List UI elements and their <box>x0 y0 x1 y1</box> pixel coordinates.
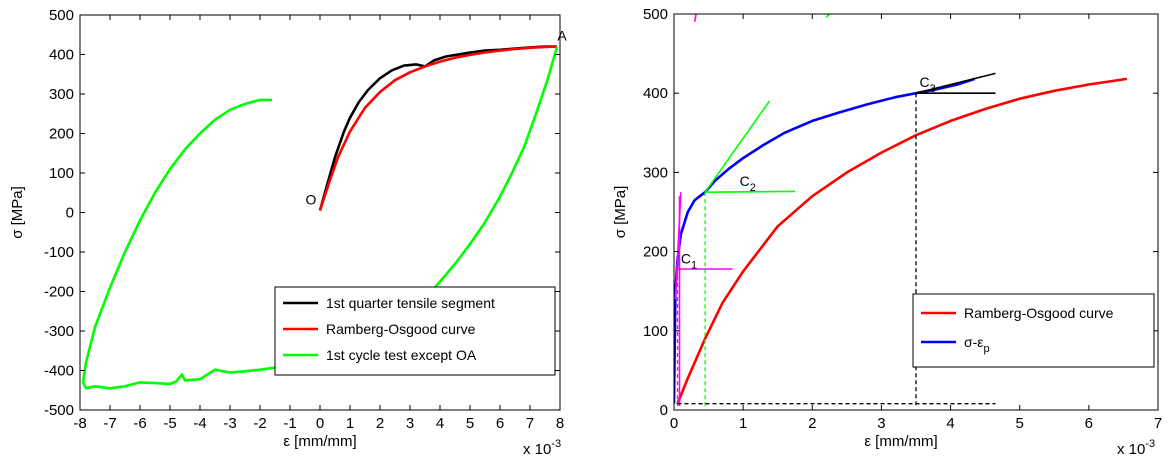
y-axis-label: σ [MPa] <box>612 186 629 239</box>
legend-box <box>274 286 556 376</box>
x-tick-label: -5 <box>163 415 176 432</box>
x-tick-label: 4 <box>436 415 444 432</box>
x-tick-label: 8 <box>556 415 564 432</box>
plot-area <box>81 45 559 390</box>
point-a-label: A <box>557 28 567 44</box>
series-line-0-0 <box>318 45 557 211</box>
series-line-2-3 <box>693 14 697 23</box>
y-tick-label: -500 <box>44 402 74 419</box>
legend: 1st quarter tensile segment Ramberg-Osgoo… <box>274 286 556 376</box>
x-tick-label: 3 <box>406 415 414 432</box>
x-scale-factor: x 10-3 <box>1117 438 1155 458</box>
x-tick-label: 0 <box>316 415 324 432</box>
axes-box <box>673 13 1159 411</box>
y-tick-label: 0 <box>66 205 74 222</box>
x-tick-label: 1 <box>739 415 747 432</box>
x-tick-label: -2 <box>253 415 266 432</box>
legend-label-0: Ramberg-Osgood curve <box>964 305 1114 321</box>
left-chart: -8 -7 -6 -5 -4 -3 -2 -1 0 1 2 3 4 5 6 7 8 -500 -400 -300 -20… <box>9 7 567 458</box>
y-tick-label: -200 <box>44 284 74 301</box>
series-line-1-0 <box>674 77 976 404</box>
x-axis-label: ε [mm/mm] <box>864 433 937 450</box>
legend: Ramberg-Osgood curve σ-εp <box>912 293 1155 368</box>
x-tick-label: -8 <box>73 415 86 432</box>
x-tick-label: 7 <box>1154 415 1162 432</box>
y-tick-label: 100 <box>643 323 668 340</box>
y-tick-label: 300 <box>49 86 74 103</box>
series-line-3-2 <box>825 14 831 18</box>
x-tick-label: 3 <box>877 415 885 432</box>
x-tick-label: 5 <box>466 415 474 432</box>
x-tick-label: -6 <box>133 415 146 432</box>
legend-label-2: 1st cycle test except OA <box>326 347 477 363</box>
right-chart: 0 1 2 3 4 5 6 7 0 100 200 300 400 500 ε [mm/mm] σ [MPa]… <box>612 6 1162 458</box>
y-tick-label: 300 <box>643 164 668 181</box>
x-tick-label: 2 <box>808 415 816 432</box>
x-tick-label: 5 <box>1016 415 1024 432</box>
legend-box <box>912 293 1155 368</box>
x-tick-label: 2 <box>376 415 384 432</box>
y-axis-label: σ [MPa] <box>9 186 26 239</box>
series-line-3-1 <box>705 190 796 193</box>
x-tick-label: -4 <box>193 415 206 432</box>
x-tick-label: 7 <box>526 415 534 432</box>
x-tick-label: 1 <box>346 415 354 432</box>
x-tick-label: 6 <box>496 415 504 432</box>
legend-label-1: Ramberg-Osgood curve <box>326 321 476 337</box>
annotation-C1: C1 <box>681 250 697 271</box>
y-tick-label: 200 <box>643 244 668 261</box>
series-line-0-0 <box>676 77 1128 405</box>
x-tick-label: 0 <box>670 415 678 432</box>
x-tick-label: 6 <box>1085 415 1093 432</box>
y-tick-label: 100 <box>49 165 74 182</box>
series-line-3-0 <box>704 100 771 193</box>
plot-area <box>674 14 1128 406</box>
annotation-C2: C2 <box>740 173 756 194</box>
y-tick-label: 200 <box>49 126 74 143</box>
point-o-label: O <box>306 192 317 208</box>
y-tick-label: 400 <box>49 47 74 64</box>
y-tick-label: 400 <box>643 85 668 102</box>
x-tick-label: -3 <box>223 415 236 432</box>
x-axis-label: ε [mm/mm] <box>283 433 356 450</box>
x-tick-label: -7 <box>103 415 116 432</box>
series-line-4-0 <box>915 72 996 94</box>
series-line-2-0 <box>81 46 559 390</box>
legend-label-1: σ-εp <box>964 334 990 355</box>
y-tick-label: -300 <box>44 323 74 340</box>
y-tick-label: -100 <box>44 244 74 261</box>
series-line-1-0 <box>318 45 558 211</box>
x-scale-factor: x 10-3 <box>523 438 561 458</box>
x-tick-label: -1 <box>283 415 296 432</box>
y-tick-label: 0 <box>660 402 668 419</box>
y-tick-label: -400 <box>44 363 74 380</box>
y-tick-label: 500 <box>643 6 668 23</box>
annotation-C3: C3 <box>919 74 935 95</box>
y-tick-label: 500 <box>49 7 74 24</box>
legend-label-0: 1st quarter tensile segment <box>326 295 495 311</box>
x-tick-label: 4 <box>946 415 954 432</box>
